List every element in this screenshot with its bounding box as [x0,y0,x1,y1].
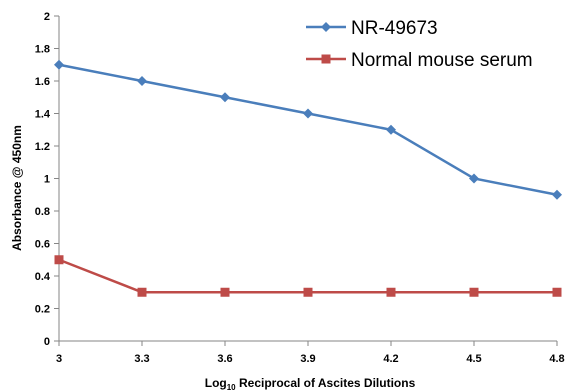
y-tick-label: 0.2 [35,304,50,316]
x-tick-label: 4.5 [466,353,481,365]
x-tick-label: 4.2 [383,353,398,365]
y-tick-label: 0 [44,336,50,348]
x-axis-title: Log10 Reciprocal of Ascites Dilutions [205,376,416,391]
data-point [220,92,230,103]
data-point [386,287,396,297]
y-tick-label: 0.8 [35,206,50,218]
legend-item-2: Normal mouse serum [306,50,533,71]
data-point [386,124,396,135]
data-point [303,108,313,119]
series-2 [54,255,562,297]
data-point [54,59,64,70]
y-tick-label: 1 [44,174,50,186]
data-point [303,287,313,297]
y-tick-label: 1.4 [35,109,51,121]
data-point [54,255,64,265]
legend-label: Normal mouse serum [351,50,533,71]
data-point [469,173,479,184]
data-point [552,287,562,297]
y-tick-label: 0.6 [35,239,50,251]
series-line [58,63,558,196]
y-tick-label: 1.8 [35,44,50,56]
x-tick-label: 3.6 [217,353,232,365]
data-point [137,76,147,86]
x-axis-title-subscript: 10 [227,383,236,391]
data-point [137,287,147,297]
data-point [552,189,562,200]
x-tick-label: 3.3 [134,353,149,365]
legend-item-1: NR-49673 [306,18,438,39]
x-tick-label: 3.9 [300,353,315,365]
x-tick-label: 4.8 [549,353,564,365]
x-tick-label: 3 [56,353,62,365]
series-layer [54,59,562,297]
series-line [58,258,557,294]
y-axis: 0 0.2 0.4 0.6 0.8 1 1.2 1.4 1.6 1.8 2 [35,11,60,348]
legend-swatch-marker [321,22,331,32]
legend: NR-49673 Normal mouse serum [306,18,533,71]
y-tick-label: 1.6 [35,76,50,88]
x-axis-title-rest: Reciprocal of Ascites Dilutions [236,376,416,390]
y-tick-label: 2 [44,11,50,23]
y-tick-label: 0.4 [35,271,51,283]
data-point [220,287,230,297]
y-axis-title: Absorbance @ 450nm [10,125,24,251]
series-1 [54,59,562,200]
x-axis: 3 3.3 3.6 3.9 4.2 4.5 4.8 [56,340,565,365]
data-point [469,287,479,297]
legend-label: NR-49673 [351,18,438,39]
x-axis-title-prefix: Log [205,376,227,390]
legend-swatch-marker [321,54,331,64]
y-tick-label: 1.2 [35,141,50,153]
